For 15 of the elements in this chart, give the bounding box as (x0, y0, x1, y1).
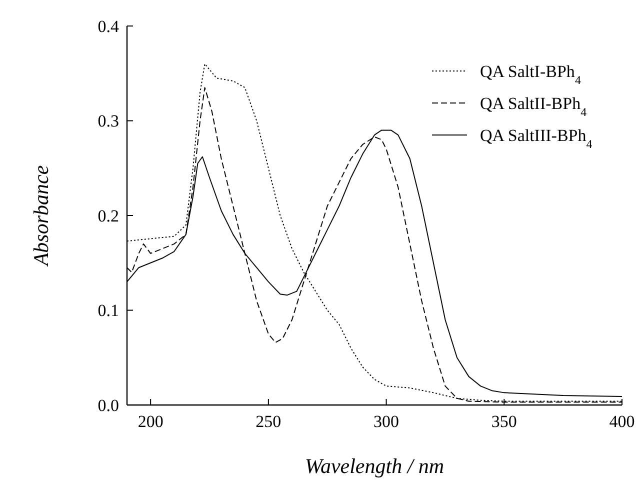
x-tick-label: 200 (138, 412, 164, 431)
y-tick-label: 0.0 (98, 396, 119, 415)
y-tick-label: 0.1 (98, 301, 119, 320)
y-axis-title: Absorbance (29, 165, 53, 268)
legend-label: QA SaltII-BPh$_{4}$ (480, 94, 587, 119)
x-tick-label: 400 (609, 412, 635, 431)
x-tick-label: 250 (256, 412, 282, 431)
y-tick-label: 0.2 (98, 206, 119, 226)
y-tick-label: 0.3 (98, 112, 119, 131)
x-axis-title: Wavelength / nm (304, 454, 444, 478)
legend-label: QA SaltIII-BPh$_{4}$ (480, 126, 592, 151)
x-tick-label: 350 (491, 412, 517, 431)
y-tick-label: 0.4 (98, 16, 120, 36)
x-tick-label: 300 (374, 412, 400, 431)
legend-label: QA SaltI-BPh$_{4}$ (480, 62, 581, 87)
